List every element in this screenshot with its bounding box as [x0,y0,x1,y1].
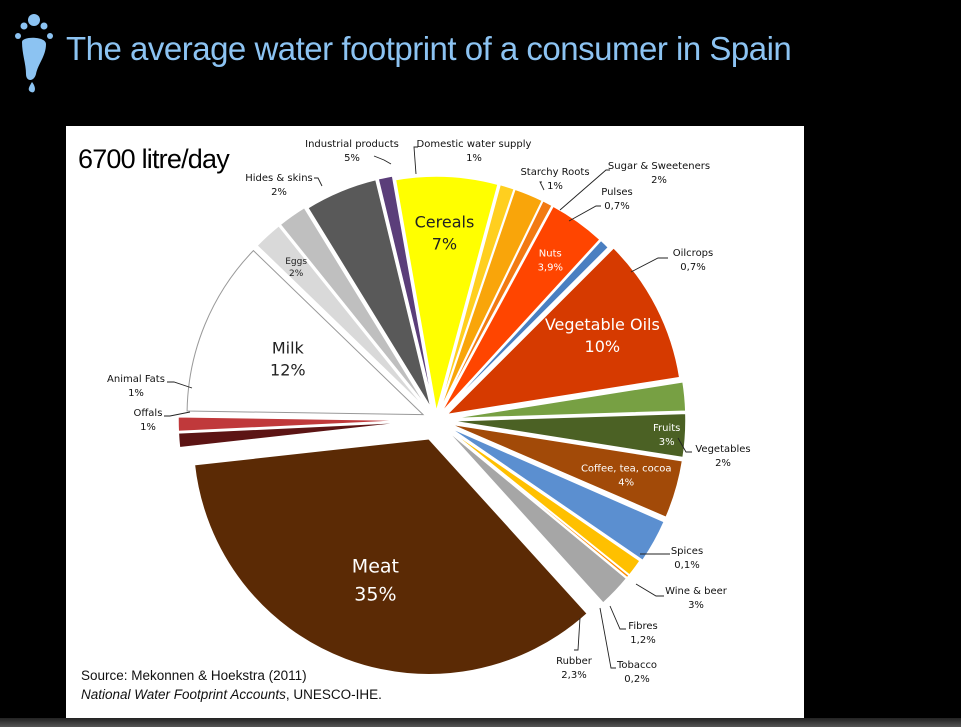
leader-line-animal-fats [167,381,193,389]
leader-line-starchy-roots [539,181,545,191]
slice-name-cereals: Cereals [415,212,475,231]
slice-value-fibres: 1,2% [630,635,655,646]
slice-name-pulses: Pulses [601,187,633,198]
slice-value-wine-beer: 3% [688,600,704,611]
pie-slice-industrial-products [306,178,433,410]
slice-name-fruits: Fruits [653,423,680,434]
slice-name-tobacco: Tobacco [616,660,657,671]
leader-line-domestic-water-supply [413,146,418,175]
slice-value-pulses: 0,7% [604,201,629,212]
slice-name-coffee-tea-cocoa: Coffee, tea, cocoa [581,464,672,475]
pie-slice-animal-fats [177,415,415,433]
slice-value-cereals: 7% [432,234,457,253]
slice-name-spices: Spices [671,546,703,557]
slice-value-vegetables: 2% [715,458,731,469]
leader-line-hides-skins [314,177,323,187]
slice-value-nuts: 3,9% [538,262,563,273]
pie-slice-offals [177,420,415,449]
slice-name-sugar-sweeteners: Sugar & Sweeteners [608,161,710,172]
pie-slice-oilcrops [440,239,610,415]
leader-line-rubber [574,617,581,651]
slice-value-industrial-products: 5% [344,153,360,164]
source-publication: National Water Footprint Accounts, UNESC… [81,685,382,704]
slide-bottom-bar [0,718,961,727]
leader-line-vegetables [677,437,692,453]
pie-slice-meat [193,437,589,676]
slice-name-milk: Milk [272,338,305,357]
pie-slice-wine-beer [447,426,666,562]
leader-line-fibres [609,605,626,630]
slide-title: The average water footprint of a consume… [66,30,792,67]
slice-value-tobacco: 0,2% [624,674,649,685]
slice-name-eggs: Eggs [285,257,307,267]
pie-slice-pulses [438,199,554,414]
slice-name-rubber: Rubber [556,656,593,667]
slice-value-vegetable-oils: 10% [585,337,621,356]
pie-slice-vegetables [449,380,687,420]
slice-name-domestic-water-supply: Domestic water supply [417,139,532,150]
pie-slice-starchy-roots [437,183,516,413]
leader-line-sugar-sweeteners [559,169,610,211]
slice-name-meat: Meat [352,556,399,578]
slice-name-industrial-products: Industrial products [305,139,399,150]
slice-name-vegetables: Vegetables [695,444,750,455]
source-publication-title: National Water Footprint Accounts [81,687,286,702]
slice-value-fruits: 3% [659,437,675,448]
slice-name-hides-skins: Hides & skins [245,173,313,184]
slice-name-nuts: Nuts [539,248,562,259]
source-note: Source: Mekonnen & Hoekstra (2011) Natio… [81,666,382,704]
pie-slice-nuts [439,205,602,414]
pie-slice-vegetable-oils [444,246,681,416]
pie-slice-spices [448,424,667,522]
leader-line-oilcrops [630,257,668,273]
slice-value-spices: 0,1% [674,560,699,571]
leader-line-tobacco [599,607,616,669]
pie-slice-milk [186,249,425,416]
pie-chart: Cereals 7% Nuts 3,9% Vegetable Oils 10% Fruits… [107,139,751,685]
slice-name-vegetable-oils: Vegetable Oils [545,315,660,334]
slice-value-starchy-roots: 1% [547,181,563,192]
leader-line-offals [164,411,191,417]
slice-name-starchy-roots: Starchy Roots [520,167,589,178]
source-citation: Source: Mekonnen & Hoekstra (2011) [81,668,307,683]
slice-value-hides-skins: 2% [271,187,287,198]
leader-line-pulses [568,205,601,222]
leader-line-industrial-products [373,155,392,165]
slice-value-meat: 35% [354,584,396,606]
pie-slice-domestic-water-supply [377,174,435,409]
pie-slice-hides-skins [279,206,429,410]
slice-name-wine-beer: Wine & beer [665,586,728,597]
pie-slice-tobacco [444,426,631,579]
pie-slice-eggs [255,224,428,411]
slice-value-offals: 1% [140,422,156,433]
slice-name-animal-fats: Animal Fats [107,374,165,385]
footprint-logo-icon [12,12,58,99]
slice-name-offals: Offals [134,408,163,419]
chart-panel: 6700 litre/day Cereals 7% Nuts 3,9% Vegetabl… [66,126,804,720]
pie-slice-fruits [449,412,687,459]
slice-value-animal-fats: 1% [128,388,144,399]
pie-slice-coffee-tea-cocoa [449,423,684,519]
slice-name-oilcrops: Oilcrops [673,248,714,259]
slice-value-rubber: 2,3% [561,670,586,681]
pie-slice-rubber [444,427,628,605]
slice-value-oilcrops: 0,7% [680,262,705,273]
pie-slice-cereals [394,175,500,413]
slice-value-milk: 12% [270,360,306,379]
slice-value-domestic-water-supply: 1% [466,153,482,164]
slice-value-sugar-sweeteners: 2% [651,175,667,186]
leader-line-wine-beer [635,583,664,597]
total-water-label: 6700 litre/day [78,144,230,174]
source-publication-org: , UNESCO-IHE. [285,687,382,702]
slice-name-fibres: Fibres [628,621,657,632]
slice-value-coffee-tea-cocoa: 4% [618,478,634,489]
slice-value-eggs: 2% [289,269,304,279]
